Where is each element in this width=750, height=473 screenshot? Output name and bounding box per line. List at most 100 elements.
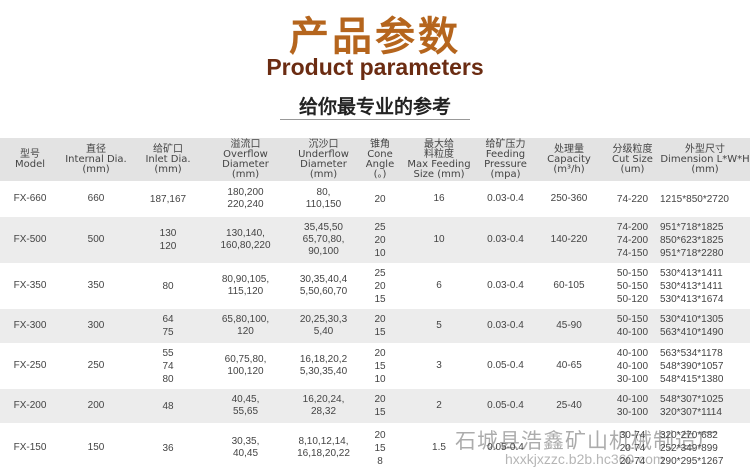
cell-line: 530*413*1411 <box>660 280 723 292</box>
cell-text: 45-90 <box>556 320 582 331</box>
cell-overflow: 40,45, 55,65 <box>204 389 287 423</box>
cell-line: 90,100 <box>308 246 339 257</box>
column-header-line: Feeding <box>485 148 526 160</box>
cell-dim: 951*718*1825 850*623*1825 951*718*2280 <box>660 217 750 263</box>
column-header-line: Underflow <box>298 148 349 160</box>
cell-dia: 350 <box>60 263 132 309</box>
cell-line: 15 <box>374 407 386 418</box>
cell-line: 20 <box>374 347 386 359</box>
cell-text: 250-360 <box>550 193 588 204</box>
column-header-line: 料粒度 <box>424 148 454 160</box>
cell-line: 64 <box>162 314 174 325</box>
cell-line: 951*718*1825 <box>660 221 724 233</box>
column-header-line: 处理量 <box>554 143 584 155</box>
cell-line: 252*349*899 <box>660 442 718 454</box>
cell-maxfeed: 5 <box>400 309 478 343</box>
column-header-line: 直径 <box>86 143 106 155</box>
cell-maxfeed: 6 <box>400 263 478 309</box>
column-header: 分级粒度 Cut Size (um) <box>605 138 660 181</box>
cell-overflow: 60,75,80, 100,120 <box>204 343 287 389</box>
cell-line: 40,45 <box>232 448 259 459</box>
table-header-row: 型号 Model 直径 Internal Dia. (mm) 给矿口 Inlet Dia.(… <box>0 138 750 181</box>
column-header: 沉沙口 Underflow Diameter (mm) <box>287 138 360 181</box>
column-header-line: 溢流口 <box>230 138 261 150</box>
cell-dim: 1215*850*2720 <box>660 181 750 217</box>
cell-line: 8,10,12,14, <box>298 436 349 447</box>
column-header-line: 外型尺寸 <box>685 143 725 155</box>
cell-pressure: 0.05-0.4 <box>478 389 533 423</box>
cell-line: 320*270*682 <box>660 429 718 441</box>
cell-line: 74-220 <box>616 193 649 205</box>
cell-text: FX-660 <box>13 193 47 204</box>
page-title-en: Product parameters <box>266 54 484 80</box>
cell-line: 115,120 <box>227 286 264 297</box>
cell-line: 48 <box>162 400 174 412</box>
parameters-table: 型号 Model 直径 Internal Dia. (mm) 给矿口 Inlet Dia.(… <box>0 138 750 473</box>
column-header: 给矿压力 Feeding Pressure (mpa) <box>478 138 533 181</box>
column-header-line: (mm) <box>154 163 182 175</box>
cell-line: 50-150 <box>616 314 649 325</box>
cell-text: FX-250 <box>13 360 47 371</box>
column-header: 处理量 Capacity (m³/h) <box>533 138 605 181</box>
cell-line: 548*390*1057 <box>660 360 724 372</box>
cell-pressure: 0.03-0.4 <box>478 263 533 309</box>
cell-line: 20-74 <box>619 455 646 467</box>
cell-line: 1215*850*2720 <box>660 193 729 205</box>
cell-capacity <box>533 423 605 473</box>
cell-underflow: 35,45,50 65,70,80, 90,100 <box>287 217 360 263</box>
cell-line: 10 <box>374 373 386 385</box>
column-header: 最大给 料粒度 Max Feeding Size (mm) <box>400 138 478 181</box>
column-header-line: (mm) <box>231 168 260 180</box>
table-row: FX-350 350 80 80,90,105, 115,120 30,35,40,4 5,… <box>0 263 750 309</box>
cell-line: 130 <box>159 228 177 239</box>
cell-line: 74-200 <box>616 221 649 233</box>
cell-text: 3 <box>436 360 442 371</box>
cell-capacity: 45-90 <box>533 309 605 343</box>
cell-capacity: 250-360 <box>533 181 605 217</box>
cell-pressure: 0.05-0.4 <box>478 343 533 389</box>
cell-line: 5,40 <box>313 326 334 337</box>
cell-capacity: 60-105 <box>533 263 605 309</box>
cell-text: 150 <box>87 442 105 453</box>
cell-line: 187,167 <box>149 193 187 205</box>
column-header-line: Internal Dia. <box>65 153 127 165</box>
cell-line: 530*410*1305 <box>660 314 724 325</box>
column-header-line: Model <box>14 158 46 170</box>
column-header-line: Dimension L*W*H <box>660 153 750 165</box>
cell-line: 180,200 <box>227 187 264 198</box>
cell-overflow: 65,80,100, 120 <box>204 309 287 343</box>
cell-line: 80, <box>316 187 331 198</box>
cell-text: 40-65 <box>556 360 582 371</box>
cell-overflow: 30,35, 40,45 <box>204 423 287 473</box>
column-header-line: (mpa) <box>490 168 521 180</box>
cell-line: 20 <box>374 394 386 405</box>
cell-text: 250 <box>87 360 105 371</box>
column-header-line: (mm) <box>691 163 719 175</box>
cell-line: 30-74 <box>619 429 646 441</box>
cell-text: 660 <box>87 193 105 204</box>
cell-text: 10 <box>433 234 445 245</box>
column-header-line: Diameter <box>222 158 269 170</box>
cell-model: FX-200 <box>0 389 60 423</box>
cell-line: 220,240 <box>227 199 264 210</box>
cell-model: FX-300 <box>0 309 60 343</box>
column-header-line: Cone <box>367 148 393 160</box>
cell-dia: 250 <box>60 343 132 389</box>
cell-line: 20-74 <box>619 442 646 454</box>
cell-line: 65,70,80, <box>302 234 345 245</box>
cell-cut: 50-150 50-150 50-120 <box>605 263 660 309</box>
cell-line: 951*718*2280 <box>660 247 724 259</box>
cell-line: 50-150 <box>616 267 649 279</box>
cell-line: 290*295*1267 <box>660 455 724 467</box>
cell-line: 160,80,220 <box>220 240 271 251</box>
cell-line: 75 <box>162 327 174 338</box>
cell-line: 563*410*1490 <box>660 327 724 338</box>
column-header-line: (m³/h) <box>553 163 585 175</box>
cell-inlet: 64 75 <box>132 309 204 343</box>
cell-line: 30-100 <box>616 407 649 418</box>
cell-underflow: 20,25,30,3 5,40 <box>287 309 360 343</box>
cell-line: 120 <box>237 326 254 337</box>
cell-text: 0.03-0.4 <box>487 193 524 204</box>
cell-line: 30,35,40,4 <box>299 274 348 285</box>
cell-underflow: 16,18,20,2 5,30,35,40 <box>287 343 360 389</box>
